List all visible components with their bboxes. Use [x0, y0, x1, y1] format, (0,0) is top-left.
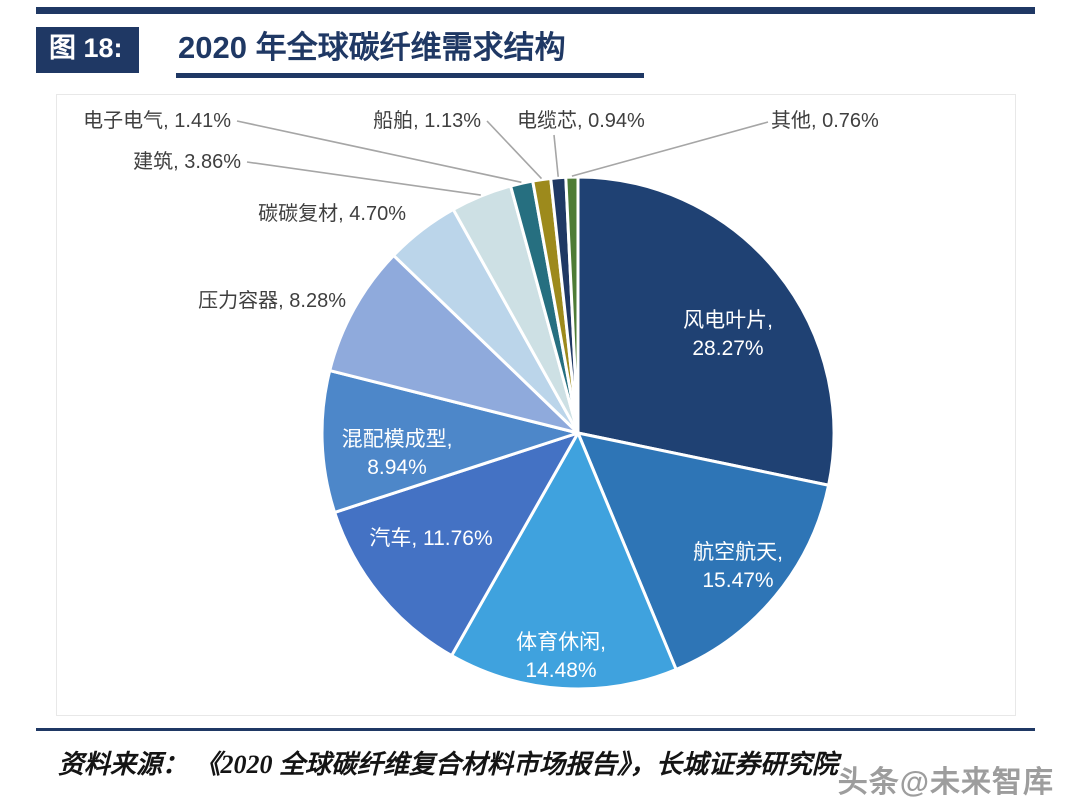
- pie-slice-5: [320, 369, 580, 514]
- slice-label-9: 电子电气, 1.41%: [83, 109, 231, 132]
- pie-slice-4: [333, 431, 580, 658]
- figure-number-label: 图 18:: [36, 27, 139, 73]
- slice-label-3: 体育休闲,: [516, 631, 606, 654]
- slice-value-3: 14.48%: [525, 659, 596, 682]
- leader-line-8: [246, 161, 481, 196]
- top-divider: [36, 7, 1035, 14]
- bottom-divider: [36, 728, 1035, 731]
- leader-line-12: [571, 121, 769, 177]
- pie-slice-2: [576, 431, 831, 671]
- leader-line-10: [486, 120, 543, 180]
- pie-chart: 风电叶片, 28.27% 航空航天, 15.47% 体育休闲, 14.48% 汽车, 11.…: [83, 109, 879, 691]
- slice-label-8: 建筑, 3.86%: [133, 150, 241, 173]
- slice-label-4: 汽车, 11.76%: [369, 527, 492, 550]
- source-citation: 资料来源： 《2020 全球碳纤维复合材料市场报告》，长城证券研究院: [58, 750, 839, 779]
- leader-line-9: [236, 120, 522, 184]
- slice-label-5: 混配模成型,: [342, 428, 453, 451]
- chart-title: 2020 年全球碳纤维需求结构: [176, 30, 644, 79]
- slice-label-10: 船舶, 1.13%: [373, 109, 481, 132]
- pie-chart-area: 风电叶片, 28.27% 航空航天, 15.47% 体育休闲, 14.48% 汽车, 11.…: [56, 94, 1016, 716]
- pie-slice-3: [450, 431, 678, 691]
- slice-label-11: 电缆芯, 0.94%: [517, 109, 645, 132]
- slice-value-5: 8.94%: [367, 456, 427, 479]
- pie-slice-6: [328, 253, 580, 435]
- slice-label-12: 其他, 0.76%: [771, 109, 879, 132]
- slice-label-2: 航空航天,: [693, 541, 783, 564]
- leader-line-11: [553, 134, 559, 177]
- slice-label-6: 压力容器, 8.28%: [198, 289, 346, 312]
- slice-label-7: 碳碳复材, 4.70%: [258, 202, 406, 225]
- slice-label-1: 风电叶片,: [683, 309, 773, 332]
- slice-value-2: 15.47%: [702, 569, 773, 592]
- watermark: 头条@未来智库: [837, 766, 1054, 799]
- pie-slice-12: [564, 175, 580, 435]
- pie-slice-1: [576, 175, 836, 487]
- slice-value-1: 28.27%: [692, 337, 763, 360]
